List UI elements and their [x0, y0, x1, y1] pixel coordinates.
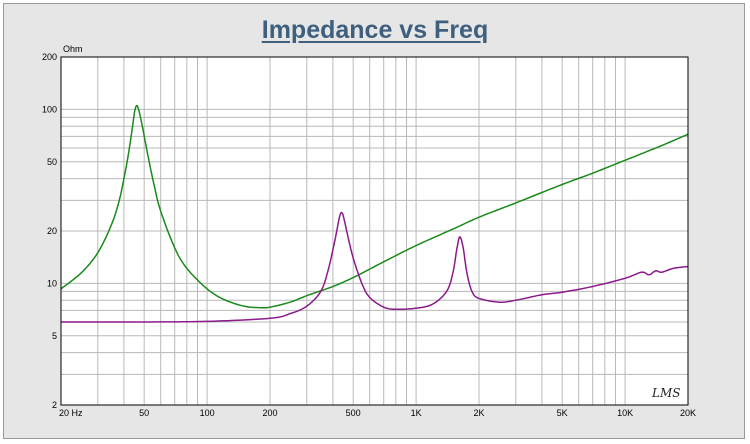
grid [61, 57, 688, 405]
y-tick-label: 50 [47, 157, 57, 167]
x-tick-label: 20K [680, 408, 696, 418]
x-tick-label: 10K [617, 408, 633, 418]
y-axis-unit-label: Ohm [63, 44, 83, 54]
x-tick-label: 500 [346, 408, 361, 418]
x-tick-label: 2K [473, 408, 484, 418]
x-tick-label: 200 [262, 408, 277, 418]
impedance-curve-1 [60, 104, 689, 309]
x-tick-label: 50 [139, 408, 149, 418]
x-axis-ticks: 20 Hz 50 100 200 500 1K 2K 5K 10K 20K [59, 408, 696, 418]
x-tick-label: 20 Hz [59, 408, 83, 418]
y-tick-label: 100 [42, 104, 57, 114]
y-tick-label: 10 [47, 278, 57, 288]
x-tick-label: 100 [200, 408, 215, 418]
lms-signature: LMS [651, 386, 680, 400]
x-tick-label: 1K [411, 408, 422, 418]
y-tick-label: 200 [42, 52, 57, 62]
y-tick-label: 2 [52, 400, 57, 410]
y-axis-ticks: 2 5 10 20 50 100 200 [42, 52, 57, 410]
chart-title: Impedance vs Freq [261, 16, 489, 44]
y-tick-label: 20 [47, 226, 57, 236]
x-tick-label: 5K [557, 408, 568, 418]
impedance-curve-2 [61, 211, 689, 323]
curves [60, 104, 689, 323]
y-tick-label: 5 [52, 331, 57, 341]
